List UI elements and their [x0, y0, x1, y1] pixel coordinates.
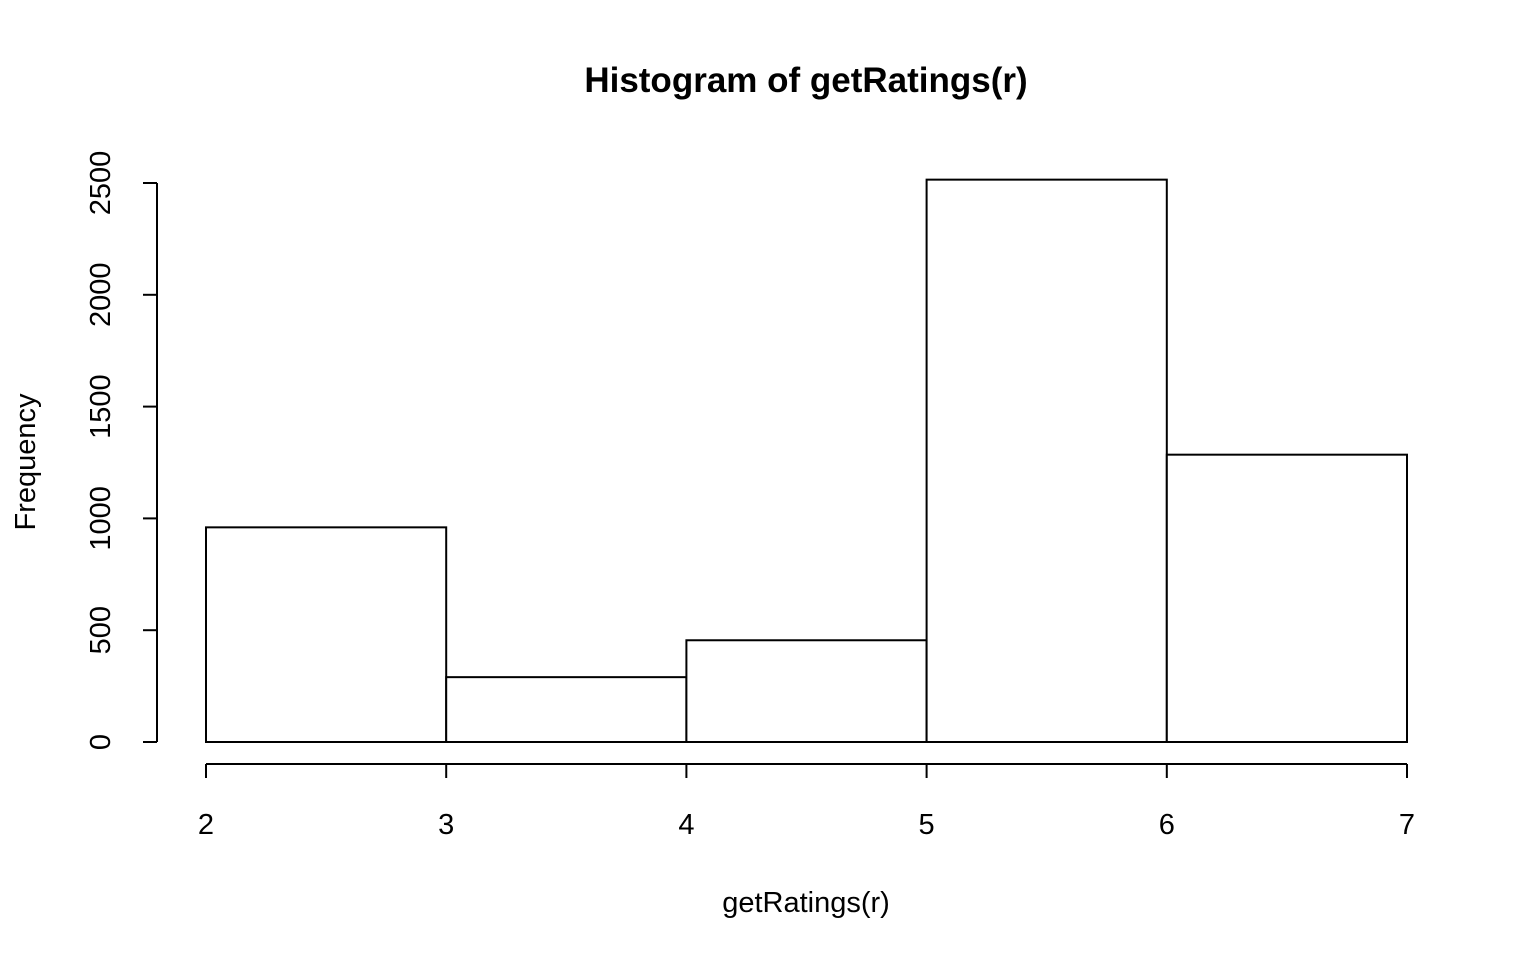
x-axis-ticks: 2 3 4 5 6 7: [198, 764, 1415, 841]
y-axis-label: Frequency: [10, 393, 42, 531]
chart-title: Histogram of getRatings(r): [584, 61, 1027, 100]
x-tick-label: 5: [919, 809, 935, 841]
y-tick-label: 2500: [85, 151, 117, 216]
y-tick-label: 1500: [85, 374, 117, 439]
bars-group: [205, 178, 1409, 744]
histogram-bar: [205, 526, 448, 743]
y-tick-label: 500: [85, 606, 117, 654]
histogram-bar: [1165, 453, 1409, 743]
x-tick-label: 7: [1399, 809, 1415, 841]
y-axis-ticks: 0 500 1000 1500 2000 2500: [85, 151, 157, 750]
x-tick-label: 4: [678, 809, 694, 841]
y-tick-label: 0: [85, 734, 117, 750]
x-tick-label: 6: [1159, 809, 1175, 841]
histogram-bar: [925, 178, 1168, 743]
y-tick-label: 2000: [85, 263, 117, 328]
histogram-bar: [445, 676, 688, 744]
histogram-bar: [685, 639, 928, 744]
x-tick-label: 2: [198, 809, 214, 841]
y-tick-label: 1000: [85, 486, 117, 551]
x-axis-label: getRatings(r): [722, 887, 890, 919]
x-tick-label: 3: [438, 809, 454, 841]
